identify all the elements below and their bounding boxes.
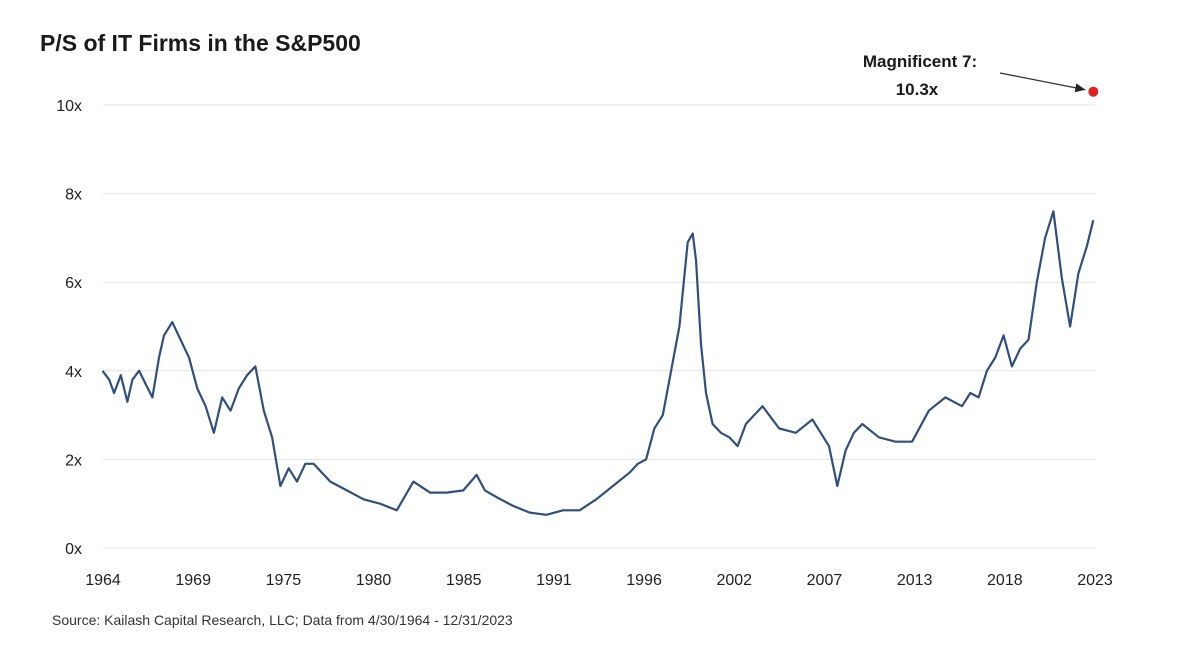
x-tick-label: 1991 (536, 572, 572, 589)
x-tick-label: 2013 (897, 572, 933, 589)
y-tick-label: 2x (65, 452, 82, 469)
x-tick-label: 1996 (626, 572, 662, 589)
x-tick-label: 2023 (1077, 572, 1113, 589)
annotation-arrowhead (1074, 83, 1086, 93)
x-tick-label: 1969 (175, 572, 211, 589)
x-tick-label: 2018 (987, 572, 1023, 589)
y-tick-label: 8x (65, 187, 82, 204)
y-tick-label: 4x (65, 364, 82, 381)
x-tick-label: 1964 (85, 572, 121, 589)
source-note: Source: Kailash Capital Research, LLC; D… (52, 612, 513, 628)
annotation-value: 10.3x (896, 80, 939, 99)
y-tick-label: 6x (65, 275, 82, 292)
y-tick-label: 10x (56, 98, 82, 115)
chart-title: P/S of IT Firms in the S&P500 (40, 30, 361, 56)
x-tick-label: 1980 (356, 572, 392, 589)
x-tick-label: 2007 (807, 572, 843, 589)
y-tick-label: 0x (65, 541, 82, 558)
annotation-label: Magnificent 7: (863, 52, 977, 71)
annotation-arrow (999, 72, 1086, 91)
grid-lines (103, 104, 1095, 549)
x-tick-label: 1985 (446, 572, 482, 589)
highlight-point (1088, 86, 1099, 97)
y-axis-ticks: 0x 2x 4x 6x 8x 10x (56, 98, 82, 558)
series-line (101, 210, 1095, 516)
x-axis-ticks: 1964 1969 1975 1980 1985 1991 1996 2002 2007 2013… (85, 572, 1113, 589)
x-tick-label: 2002 (716, 572, 752, 589)
x-tick-label: 1975 (266, 572, 302, 589)
